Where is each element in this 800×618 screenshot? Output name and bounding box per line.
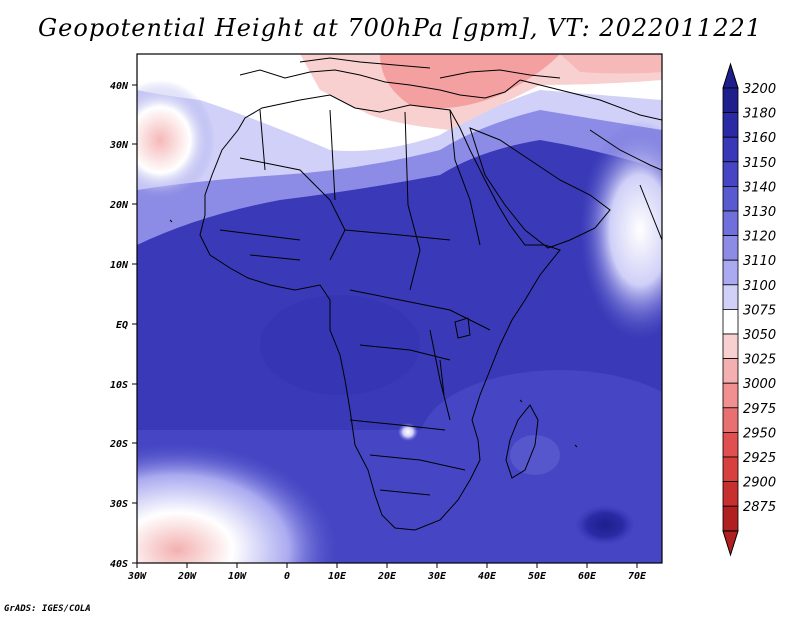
colorbar-swatch [722,161,739,187]
lon-label: 20W [177,571,197,582]
colorbar-swatch [722,210,739,237]
colorbar-label: 3130 [743,205,776,220]
colorbar-swatch [722,185,739,212]
colorbar-swatch [722,505,739,532]
colorbar-swatch [722,407,739,433]
colorbar-swatch [722,431,739,458]
colorbar-swatch [722,136,739,163]
colorbar-label: 3180 [743,107,776,122]
colorbar-swatch [722,382,739,409]
lon-label: 30W [127,571,147,582]
lon-label: 30E [427,571,447,582]
lat-label: 40N [110,81,129,92]
axis-ticks [132,84,638,568]
colorbar-label: 2875 [743,500,776,515]
height-field [137,54,662,563]
lon-label: 60E [578,571,597,582]
colorbar-swatch [722,235,739,261]
colorbar-label: 2975 [743,402,776,417]
colorbar-label: 3025 [743,353,776,368]
colorbar-label: 3200 [743,82,776,97]
lat-label: 10S [110,380,128,391]
lat-labels: 40N 30N 20N 10N EQ 10S 20S 30S 40S [109,81,129,570]
lat-label: 10N [110,260,129,271]
colorbar-swatch [722,112,739,138]
lon-label: 10E [328,571,347,582]
colorbar-swatch [722,259,739,286]
colorbar-label: 3000 [743,377,776,392]
colorbar-swatch [722,87,739,114]
colorbar-swatch [722,308,739,335]
colorbar-label: 3075 [743,303,776,318]
lon-label: 50E [528,571,547,582]
lat-label: 20N [109,200,129,211]
lon-label: 10W [228,571,247,582]
colorbar-label: 3150 [743,156,776,171]
map-title: Geopotential Height at 700hPa [gpm], VT:… [38,14,762,42]
lat-label: 30S [109,499,128,510]
colorbar-swatch [722,358,739,384]
coastlines [169,57,662,531]
lat-label: 40S [110,559,128,570]
lat-label: 30N [109,140,129,151]
colorbar-label: 3160 [743,131,776,146]
plot-frame [136,53,663,564]
lon-label: 20E [377,571,397,582]
colorbar-label: 3050 [743,328,776,343]
colorbar-label: 2950 [743,426,776,441]
colorbar-bottom-arrow [722,530,739,557]
colorbar-swatch [722,284,739,310]
colorbar-top-arrow [722,62,739,89]
lat-label: 20S [109,439,128,450]
lon-label: 70E [628,571,647,582]
colorbar-swatch [722,333,739,360]
colorbar-label: 3100 [743,279,776,294]
lon-labels: 30W 20W 10W 0 10E 20E 30E 40E 50E 60E 70… [127,571,647,582]
colorbar: 3200 3180 3160 3150 3140 3130 3120 3110 3100 3075… [722,62,776,557]
lon-label: 40E [478,571,497,582]
colorbar-swatch [722,481,739,507]
grads-credit: GrADS: IGES/COLA [4,604,91,614]
colorbar-label: 3110 [743,254,776,269]
colorbar-swatch [722,456,739,483]
colorbar-label: 2925 [743,451,776,466]
colorbar-label: 2900 [743,476,776,491]
colorbar-label: 3140 [743,180,776,195]
colorbar-label: 3120 [743,230,776,245]
lat-label: EQ [116,320,128,331]
lon-label: 0 [284,571,290,582]
